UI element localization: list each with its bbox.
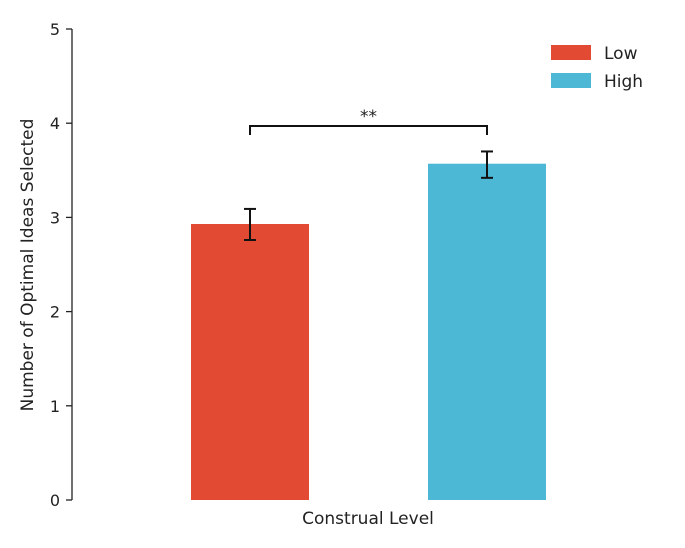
error-bars: [244, 150, 493, 242]
y-tick-label: 3: [50, 208, 60, 227]
legend-swatch-high: [551, 73, 591, 88]
x-axis-label: Construal Level: [302, 509, 434, 529]
y-axis: 0 1 2 3 4 5: [50, 20, 73, 510]
y-tick-label: 1: [50, 397, 60, 416]
bar-high: [428, 163, 546, 500]
legend-swatch-low: [551, 45, 591, 60]
legend: Low High: [551, 44, 643, 92]
y-tick-label: 0: [50, 491, 60, 510]
y-tick-label: 4: [50, 114, 60, 133]
significance-label: **: [360, 107, 377, 127]
y-tick-label: 5: [50, 20, 60, 39]
y-tick-label: 2: [50, 303, 60, 322]
significance-bracket: **: [249, 107, 488, 136]
legend-label-low: Low: [604, 44, 638, 64]
y-axis-label: Number of Optimal Ideas Selected: [18, 119, 38, 412]
legend-label-high: High: [604, 72, 643, 92]
significance-line: [249, 125, 488, 136]
bar-low: [191, 223, 309, 500]
bars: [191, 163, 546, 500]
